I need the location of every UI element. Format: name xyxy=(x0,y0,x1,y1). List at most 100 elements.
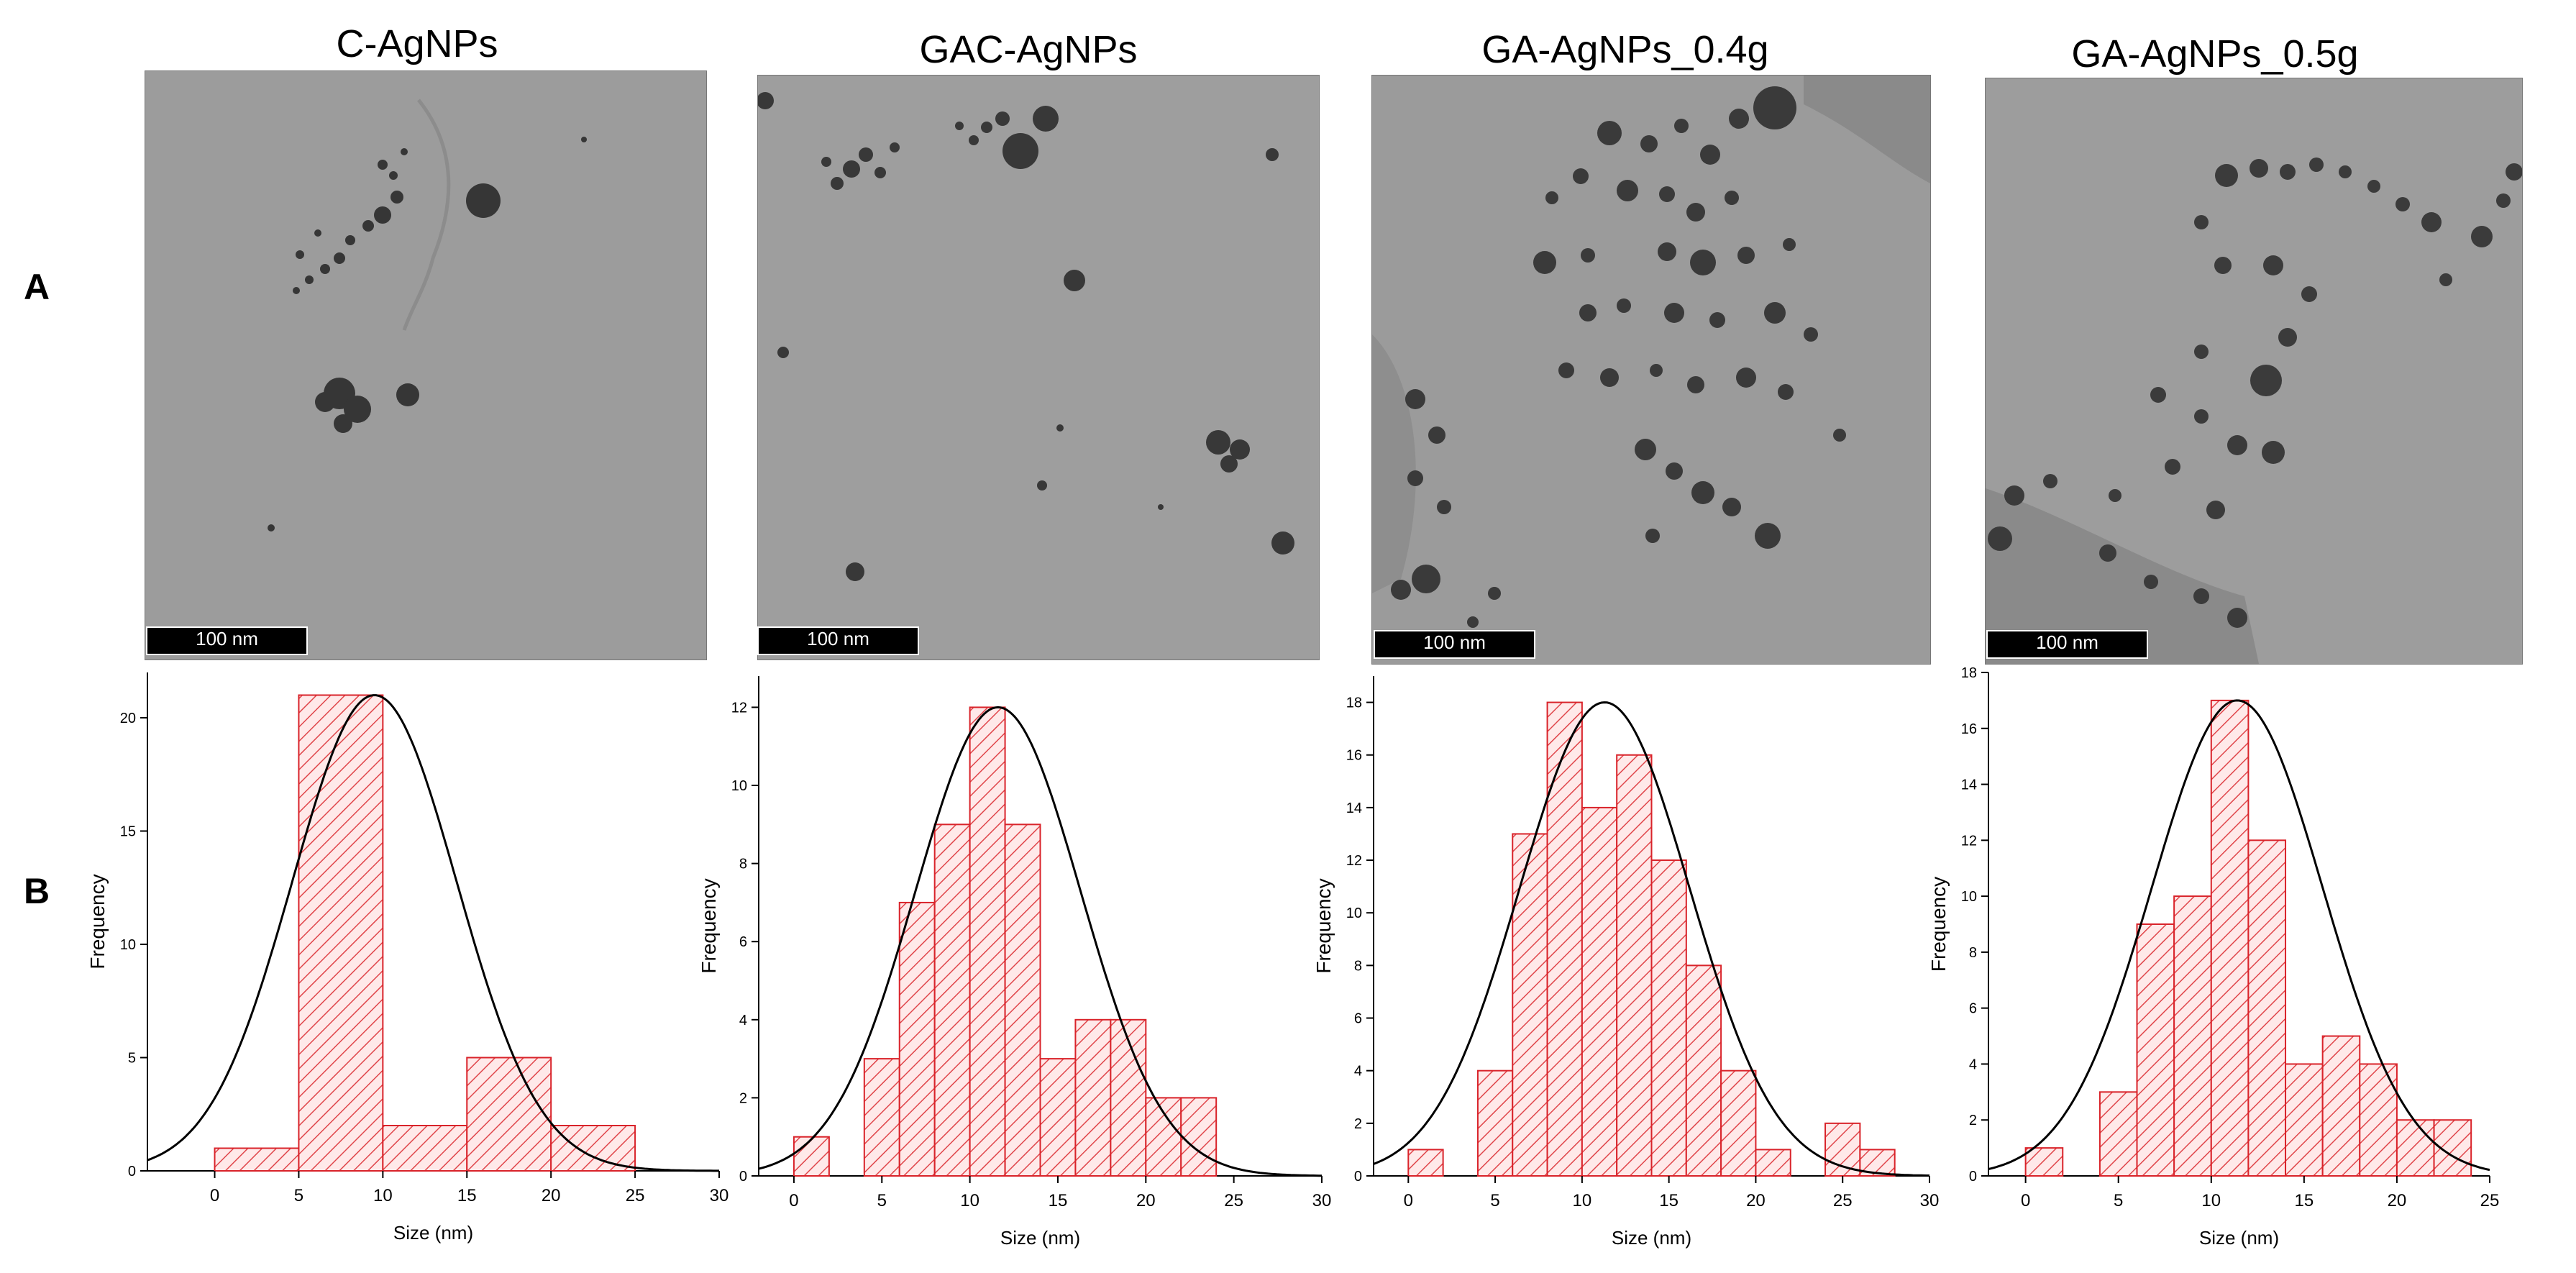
x-tick-label-ga05-5: 25 xyxy=(2480,1191,2500,1210)
bar-gac-6 xyxy=(1004,823,1041,1177)
y-tick-label-ga04-2: 4 xyxy=(1354,1064,1362,1080)
bar-ga05-8 xyxy=(2321,1035,2361,1177)
y-tick-label-gac-1: 2 xyxy=(739,1090,747,1106)
y-tick-label-c-4: 20 xyxy=(120,711,136,726)
y-tick-label-ga05-3: 6 xyxy=(1969,1001,1977,1017)
fit-curve-c xyxy=(147,694,719,1172)
y-tick-label-ga05-9: 18 xyxy=(1961,665,1977,681)
y-tick-label-gac-5: 10 xyxy=(731,778,747,794)
bar-ga05-0 xyxy=(2024,1147,2064,1177)
x-tick-label-ga05-0: 0 xyxy=(2021,1191,2030,1210)
y-tick-label-ga04-4: 8 xyxy=(1354,958,1362,974)
x-tick-label-c-5: 25 xyxy=(626,1186,645,1205)
y-tick-label-ga04-0: 0 xyxy=(1354,1169,1362,1185)
x-tick-label-c-4: 20 xyxy=(542,1186,561,1205)
y-axis-label-c: Frequency xyxy=(86,874,109,969)
x-tick-label-c-0: 0 xyxy=(210,1186,219,1205)
x-tick-label-ga04-1: 5 xyxy=(1490,1191,1499,1210)
bar-ga05-7 xyxy=(2285,1063,2324,1177)
y-tick-label-gac-2: 4 xyxy=(739,1013,747,1028)
bar-ga04-8 xyxy=(1685,964,1722,1177)
x-tick-label-ga05-1: 5 xyxy=(2114,1191,2123,1210)
bar-gac-2 xyxy=(863,1058,900,1177)
y-tick-label-ga04-1: 2 xyxy=(1354,1116,1362,1132)
bar-ga04-4 xyxy=(1546,701,1583,1177)
bar-ga04-2 xyxy=(1476,1069,1514,1177)
y-tick-label-ga05-4: 8 xyxy=(1969,945,1977,961)
tem-image-c xyxy=(145,70,707,660)
sample-title-ga05: GA-AgNPs_0.5g xyxy=(2071,32,2359,76)
fit-curve-gac xyxy=(758,706,1322,1177)
bar-ga05-10 xyxy=(2395,1119,2435,1177)
x-tick-label-ga05-3: 15 xyxy=(2295,1191,2314,1210)
y-axis-label-ga05: Frequency xyxy=(1927,877,1950,972)
bar-ga05-6 xyxy=(2247,839,2287,1177)
x-axis-label-ga04: Size (nm) xyxy=(1612,1227,1691,1249)
x-tick-label-ga05-4: 20 xyxy=(2388,1191,2407,1210)
x-tick-label-ga04-3: 15 xyxy=(1659,1191,1678,1210)
y-tick-label-ga04-6: 12 xyxy=(1346,853,1362,869)
bar-gac-7 xyxy=(1039,1058,1077,1177)
sample-title-ga04: GA-AgNPs_0.4g xyxy=(1481,28,1769,71)
bar-ga04-9 xyxy=(1720,1069,1757,1177)
y-axis-label-gac: Frequency xyxy=(698,878,720,973)
x-axis-label-ga05: Size (nm) xyxy=(2199,1227,2279,1249)
y-tick-label-c-1: 5 xyxy=(128,1051,136,1067)
x-tick-label-ga04-5: 25 xyxy=(1833,1191,1853,1210)
y-tick-label-gac-3: 6 xyxy=(739,934,747,950)
bar-ga04-5 xyxy=(1581,806,1618,1177)
x-tick-label-gac-4: 20 xyxy=(1136,1191,1156,1210)
fit-curve-ga05 xyxy=(1988,699,2490,1172)
y-tick-label-gac-6: 12 xyxy=(731,700,747,716)
scale-bar-label-gac: 100 nm xyxy=(807,628,869,649)
x-tick-label-c-2: 10 xyxy=(373,1186,393,1205)
bar-ga04-0 xyxy=(1407,1149,1444,1177)
bar-ga04-10 xyxy=(1755,1149,1791,1177)
bar-ga04-7 xyxy=(1650,859,1687,1177)
y-tick-label-ga05-8: 16 xyxy=(1961,721,1977,737)
x-tick-label-gac-0: 0 xyxy=(789,1191,798,1210)
bar-ga05-5 xyxy=(2210,699,2250,1177)
scale-bar-label-ga04: 100 nm xyxy=(1423,631,1486,653)
bar-gac-3 xyxy=(898,901,936,1177)
x-tick-label-c-6: 30 xyxy=(710,1186,729,1205)
tem-image-ga05 xyxy=(1985,78,2523,665)
tem-image-ga04 xyxy=(1371,75,1931,665)
bar-gac-5 xyxy=(969,706,1006,1177)
y-tick-label-ga04-5: 10 xyxy=(1346,905,1362,921)
row-label-b: B xyxy=(24,871,50,911)
scale-bar-label-ga05: 100 nm xyxy=(2036,631,2098,653)
y-tick-label-ga04-8: 16 xyxy=(1346,748,1362,764)
x-tick-label-ga04-6: 30 xyxy=(1920,1191,1940,1210)
bar-ga05-3 xyxy=(2136,923,2175,1177)
y-tick-label-ga05-1: 2 xyxy=(1969,1113,1977,1128)
sample-title-gac: GAC-AgNPs xyxy=(919,28,1138,71)
bar-ga05-2 xyxy=(2098,1091,2138,1177)
x-tick-label-gac-1: 5 xyxy=(877,1191,887,1210)
y-tick-label-gac-0: 0 xyxy=(739,1169,747,1185)
x-tick-label-gac-6: 30 xyxy=(1312,1191,1332,1210)
scale-bar-ga05 xyxy=(1986,630,2148,659)
bar-gac-0 xyxy=(793,1136,830,1177)
x-tick-label-gac-3: 15 xyxy=(1049,1191,1068,1210)
y-tick-label-c-3: 15 xyxy=(120,824,136,840)
x-axis-label-gac: Size (nm) xyxy=(1000,1227,1080,1249)
x-tick-label-c-3: 15 xyxy=(457,1186,477,1205)
sample-title-c: C-AgNPs xyxy=(336,22,498,65)
x-tick-label-ga04-2: 10 xyxy=(1573,1191,1592,1210)
y-axis-label-ga04: Frequency xyxy=(1312,878,1335,973)
bar-gac-10 xyxy=(1145,1097,1182,1177)
x-tick-label-c-1: 5 xyxy=(294,1186,303,1205)
scale-bar-c xyxy=(146,626,308,655)
y-tick-label-ga05-0: 0 xyxy=(1969,1169,1977,1185)
bar-ga04-6 xyxy=(1616,754,1653,1177)
bar-gac-8 xyxy=(1074,1018,1112,1177)
bar-c-4 xyxy=(550,1125,636,1172)
scale-bar-ga04 xyxy=(1374,630,1535,659)
bar-gac-4 xyxy=(933,823,971,1177)
y-tick-label-ga05-7: 14 xyxy=(1961,777,1977,793)
x-tick-label-ga04-0: 0 xyxy=(1404,1191,1413,1210)
tem-image-gac xyxy=(757,75,1320,660)
fit-curve-ga04 xyxy=(1373,701,1929,1177)
